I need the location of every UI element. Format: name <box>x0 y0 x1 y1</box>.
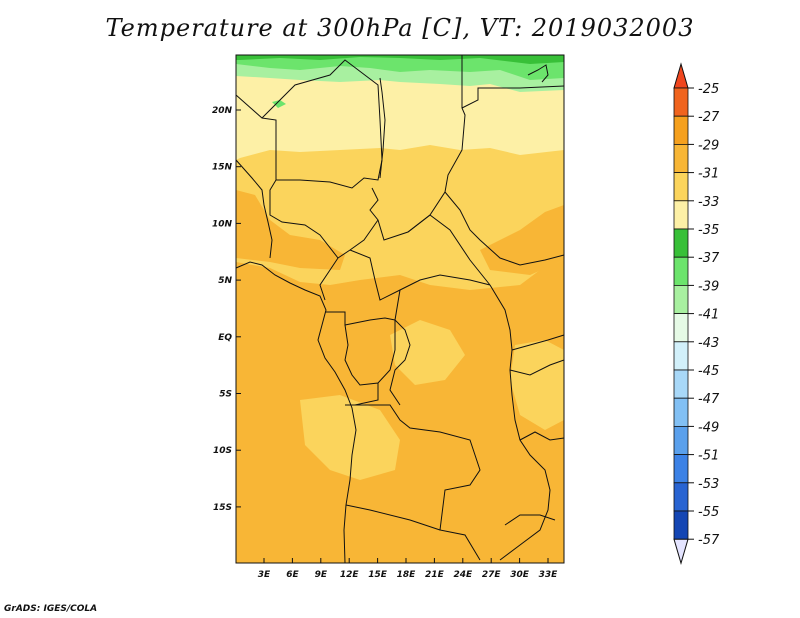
colorbar-segment <box>673 369 689 399</box>
colorbar-segment <box>673 87 689 117</box>
lat-tick-label: EQ <box>218 333 232 343</box>
colorbar-label: -31 <box>698 167 719 182</box>
colorbar-segment <box>673 143 689 173</box>
lat-tick-label: 5S <box>219 390 232 400</box>
field-patch-angola <box>300 395 400 480</box>
colorbar-label: -29 <box>698 138 719 153</box>
colorbar-label: -51 <box>698 449 719 464</box>
colorbar-label: -53 <box>698 477 719 492</box>
field-green-mid <box>236 55 564 80</box>
map-frame <box>235 54 565 564</box>
field-warm-south <box>236 260 564 563</box>
colorbar-bottom-arrow <box>673 538 689 565</box>
lon-tick-label: 21E <box>425 570 445 580</box>
colorbar-segment <box>673 115 689 145</box>
colorbar-label: -47 <box>698 392 720 407</box>
colorbar-label: -37 <box>698 251 720 266</box>
latitude-axis: 20N 15N 10N 5N EQ 5S 10S 15S <box>212 106 241 513</box>
colorbar-segment <box>673 482 689 512</box>
colorbar-segment <box>673 256 689 286</box>
lon-tick-label: 18E <box>397 570 417 580</box>
lat-tick-label: 20N <box>212 106 233 116</box>
chart-title: Temperature at 300hPa [C], VT: 201903200… <box>105 14 695 42</box>
colorbar-segment <box>673 397 689 427</box>
lon-tick-label: 3E <box>258 570 271 580</box>
lat-tick-label: 10S <box>213 446 232 456</box>
colorbar-segment <box>673 172 689 202</box>
colorbar-segment <box>673 425 689 455</box>
grads-credit: GrADS: IGES/COLA <box>4 604 98 614</box>
field-green-dark <box>236 55 564 64</box>
lon-tick-label: 33E <box>539 570 559 580</box>
colorbar-label: -41 <box>698 308 719 323</box>
colorbar-label: -27 <box>698 110 720 125</box>
colorbar-label: -57 <box>698 533 720 548</box>
country-borders <box>235 55 565 564</box>
colorbar-segment <box>673 510 689 540</box>
colorbar-legend: -25 -27 -29 -31 -33 -35 -37 -39 -41 -43 -45 -47 -49 -… <box>673 62 720 565</box>
colorbar-label: -35 <box>698 223 719 238</box>
colorbar-label: -55 <box>698 505 719 520</box>
colorbar-label: -43 <box>698 336 719 351</box>
colorbar-segment <box>673 200 689 230</box>
lat-tick-label: 10N <box>212 219 233 229</box>
field-patch-east-africa <box>510 340 564 430</box>
colorbar-segment <box>673 284 689 314</box>
lon-tick-label: 9E <box>315 570 328 580</box>
lon-tick-label: 30E <box>510 570 530 580</box>
colorbar-label: -39 <box>698 279 719 294</box>
field-cold-north <box>236 70 564 160</box>
field-green-spot <box>272 100 286 108</box>
field-warm-east <box>480 205 564 275</box>
lat-tick-label: 15N <box>212 163 233 173</box>
colorbar-label: -45 <box>698 364 719 379</box>
colorbar-top-arrow <box>673 62 689 89</box>
lon-tick-label: 15E <box>368 570 388 580</box>
colorbar-segment <box>673 313 689 343</box>
colorbar-segment <box>673 228 689 258</box>
colorbar-segment <box>673 341 689 371</box>
lon-tick-label: 6E <box>286 570 299 580</box>
lon-tick-label: 12E <box>340 570 360 580</box>
colorbar-label: -49 <box>698 420 719 435</box>
lat-tick-label: 15S <box>213 503 232 513</box>
lat-tick-label: 5N <box>218 276 232 286</box>
lon-tick-label: 27E <box>482 570 502 580</box>
colorbar-segment <box>673 454 689 484</box>
colorbar-label: -25 <box>698 82 719 97</box>
temperature-field <box>236 55 564 563</box>
field-warm-west <box>236 190 345 270</box>
colorbar-label: -33 <box>698 195 719 210</box>
field-patch-congo <box>390 320 465 385</box>
longitude-axis: 3E 6E 9E 12E 15E 18E 21E 24E 27E 30E 33E <box>258 558 558 580</box>
lon-tick-label: 24E <box>453 570 473 580</box>
